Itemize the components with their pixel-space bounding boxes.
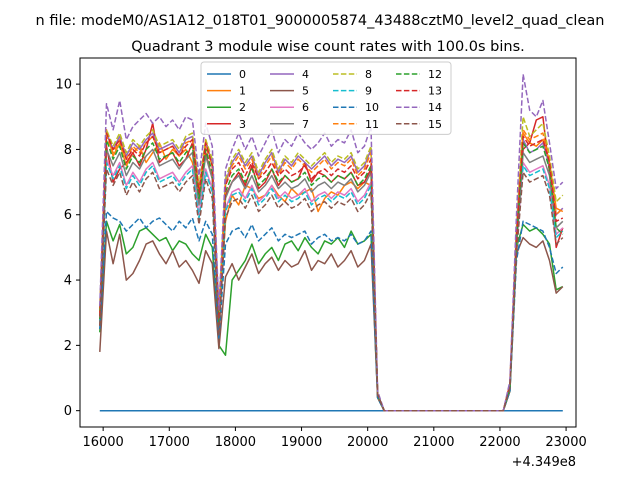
series-line-6 [99, 158, 564, 412]
series-line-7 [99, 148, 564, 412]
series-line-15 [99, 168, 564, 412]
chart-title: Quadrant 3 module wise count rates with … [131, 39, 525, 55]
x-axis: 16000 17000 18000 19000 20000 21000 22000 23000 [82, 427, 587, 450]
series-line-9 [99, 161, 564, 412]
series-line-5 [99, 230, 564, 412]
series-line-1 [99, 129, 564, 412]
legend-label-10: 10 [365, 101, 379, 114]
legend-label-4: 4 [302, 68, 309, 81]
series-line-10 [99, 210, 564, 412]
y-tick-label: 8 [64, 143, 72, 158]
x-tick-label: 22000 [479, 435, 520, 450]
x-offset-label: +4.349e8 [512, 455, 576, 470]
legend-label-15: 15 [428, 118, 442, 131]
legend-label-2: 2 [239, 101, 246, 114]
legend-label-13: 13 [428, 85, 442, 98]
y-tick-label: 4 [64, 274, 72, 289]
y-tick-label: 2 [64, 339, 72, 354]
figure-suptitle: n file: modeM0/AS1A12_018T01_9000005874_… [36, 13, 605, 29]
x-tick-label: 17000 [149, 435, 190, 450]
x-tick-label: 16000 [82, 435, 123, 450]
y-tick-label: 0 [64, 404, 72, 419]
axes-frame [79, 57, 577, 428]
x-tick-label: 23000 [545, 435, 586, 450]
x-tick-label: 21000 [413, 435, 454, 450]
x-tick-label: 20000 [347, 435, 388, 450]
x-tick-label: 18000 [215, 435, 256, 450]
y-tick-label: 10 [55, 78, 72, 93]
legend-label-9: 9 [365, 85, 372, 98]
legend-label-0: 0 [239, 68, 246, 81]
legend-label-11: 11 [365, 118, 379, 131]
legend-label-5: 5 [302, 85, 309, 98]
legend-label-3: 3 [239, 118, 246, 131]
series-line-2 [99, 220, 564, 412]
legend-label-1: 1 [239, 85, 246, 98]
series-line-11 [99, 129, 564, 412]
y-axis: 0 2 4 6 8 10 [55, 78, 80, 419]
y-tick-label: 6 [64, 208, 72, 223]
legend-label-7: 7 [302, 118, 309, 131]
legend-label-8: 8 [365, 68, 372, 81]
x-tick-label: 19000 [281, 435, 322, 450]
legend-label-14: 14 [428, 101, 442, 114]
legend-label-6: 6 [302, 101, 309, 114]
legend-label-12: 12 [428, 68, 442, 81]
plot-area [99, 73, 564, 412]
legend-frame [200, 61, 452, 135]
series-line-12 [99, 138, 564, 412]
